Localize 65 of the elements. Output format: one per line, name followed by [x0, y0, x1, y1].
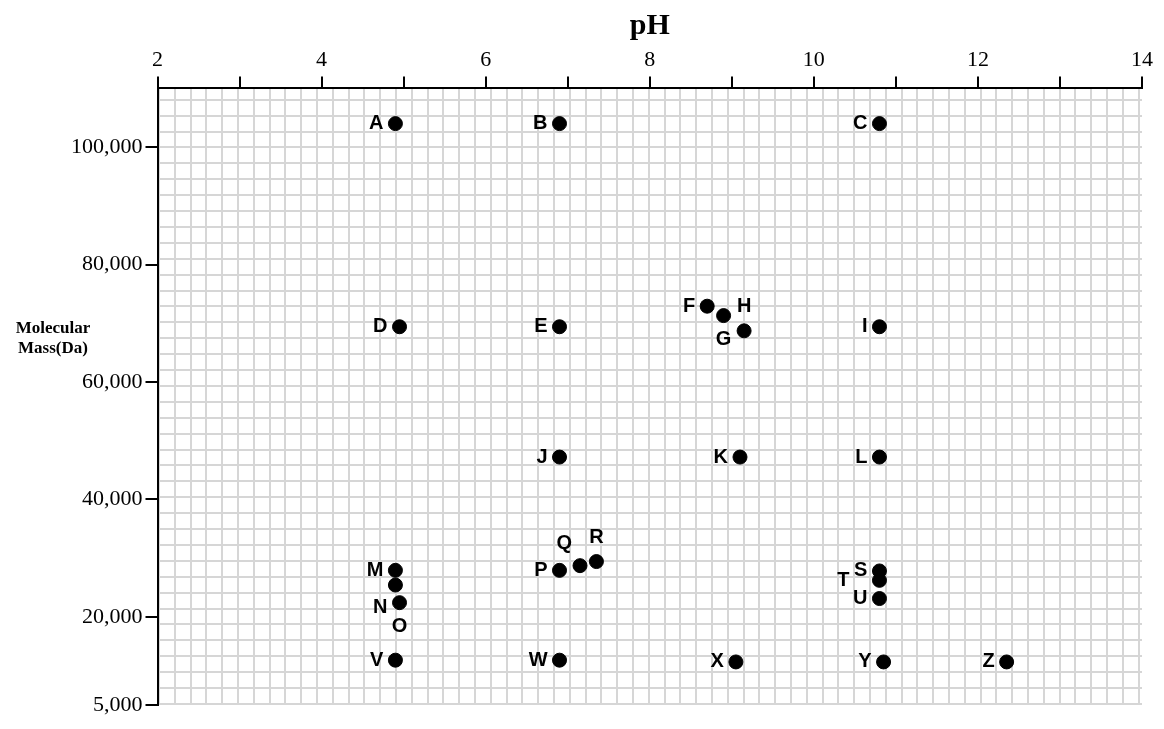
annotation: Y: [858, 649, 873, 672]
point: [552, 652, 567, 668]
x-tick-label: 2: [152, 45, 163, 71]
point: [572, 558, 588, 574]
y-tick-label: 60,000: [82, 367, 143, 393]
x-tick-label: 4: [316, 45, 328, 71]
annotation: T: [837, 567, 850, 590]
annotation: K: [713, 444, 729, 467]
annotation: L: [855, 444, 868, 467]
y-tick-label: 5,000: [93, 690, 143, 716]
annotation: O: [391, 614, 408, 637]
y-axis-title: Molecular Mass(Da): [14, 318, 92, 358]
point: [871, 116, 887, 132]
point: [736, 323, 752, 339]
annotation: Q: [556, 531, 573, 554]
point: [552, 116, 567, 132]
x-tick-label: 8: [644, 45, 656, 71]
point: [552, 449, 567, 465]
point: [876, 654, 892, 670]
point: [392, 595, 408, 611]
annotation: I: [861, 314, 868, 337]
point: [387, 562, 403, 578]
annotation: C: [853, 111, 868, 134]
point: [871, 449, 887, 465]
point: [392, 319, 408, 335]
annotation: B: [533, 111, 548, 134]
annotation: W: [528, 647, 548, 670]
annotation: U: [853, 586, 868, 609]
y-tick-label: 80,000: [82, 250, 143, 276]
y-tick-label: 40,000: [82, 485, 143, 511]
x-tick-label: 12: [966, 45, 989, 71]
annotation: R: [589, 525, 605, 548]
annotation: A: [368, 111, 384, 134]
x-tick-label: 6: [480, 45, 492, 71]
point: [588, 554, 604, 570]
point: [999, 654, 1015, 670]
x-axis-title: pH: [629, 6, 670, 40]
point: [871, 591, 887, 607]
annotation: D: [373, 314, 388, 337]
point: [552, 319, 567, 335]
annotation: J: [536, 444, 548, 467]
point: [699, 298, 715, 314]
x-tick-label: 14: [1131, 45, 1153, 71]
annotation: N: [372, 594, 388, 617]
annotation: P: [534, 557, 548, 580]
point: [387, 577, 403, 593]
point: [552, 562, 567, 578]
annotation: G: [715, 327, 732, 350]
annotation: Z: [982, 649, 995, 672]
y-tick-label: 100,000: [71, 132, 143, 158]
annotation: F: [682, 293, 696, 316]
point: [716, 308, 732, 324]
point: [732, 449, 748, 465]
annotation: X: [710, 649, 725, 672]
point: [387, 116, 403, 132]
annotation: E: [534, 314, 548, 337]
annotation: V: [370, 647, 385, 670]
annotation: M: [366, 557, 384, 580]
y-tick-label: 20,000: [82, 602, 143, 628]
point: [871, 319, 887, 335]
annotation: H: [736, 294, 752, 317]
point: [728, 654, 744, 670]
annotation: S: [854, 558, 868, 581]
point: [387, 652, 403, 668]
x-tick-label: 10: [802, 45, 825, 71]
